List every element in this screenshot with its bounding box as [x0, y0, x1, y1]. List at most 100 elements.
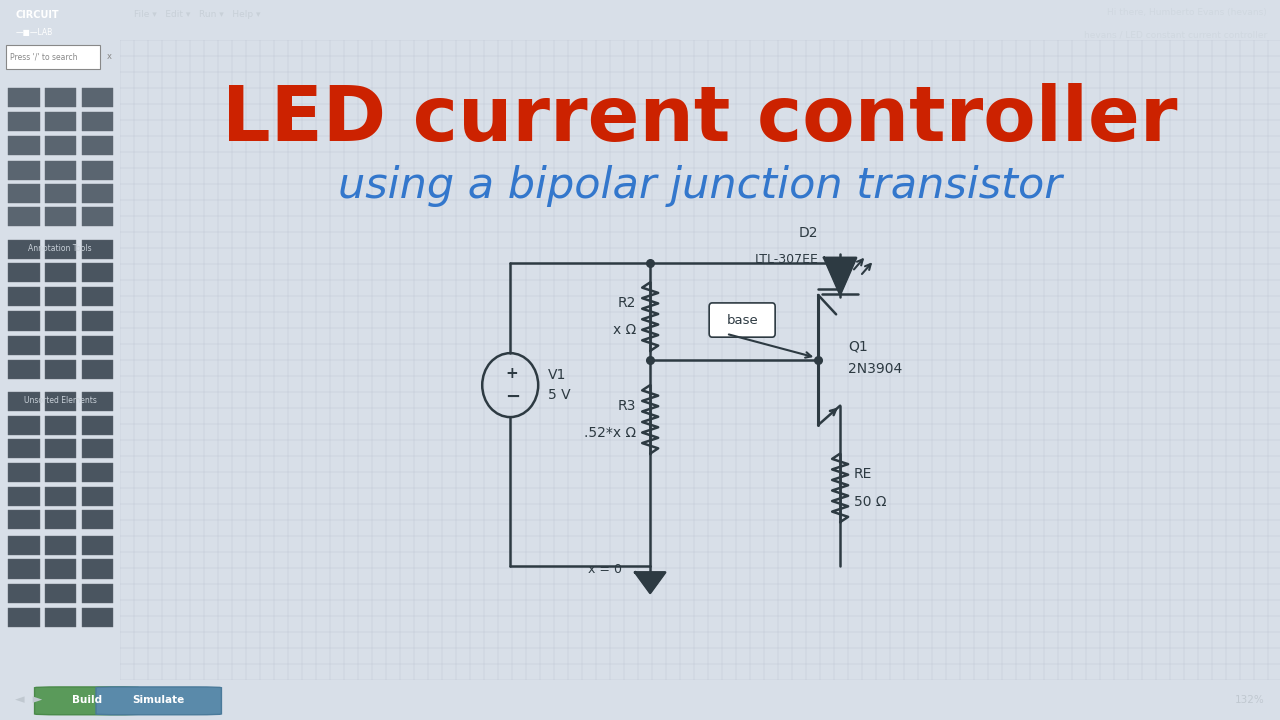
FancyBboxPatch shape [9, 360, 40, 379]
Text: hevans / LED constant current controller: hevans / LED constant current controller [1084, 30, 1267, 39]
FancyBboxPatch shape [45, 207, 77, 226]
FancyBboxPatch shape [82, 312, 113, 330]
FancyBboxPatch shape [709, 303, 776, 337]
FancyBboxPatch shape [45, 439, 77, 459]
FancyBboxPatch shape [82, 112, 113, 131]
FancyBboxPatch shape [82, 608, 113, 627]
Text: +: + [506, 366, 518, 381]
FancyBboxPatch shape [82, 240, 113, 259]
FancyBboxPatch shape [9, 136, 40, 156]
FancyBboxPatch shape [45, 608, 77, 627]
FancyBboxPatch shape [45, 89, 77, 107]
Text: base: base [726, 313, 758, 327]
FancyBboxPatch shape [45, 336, 77, 355]
Text: LTL-307EE: LTL-307EE [754, 253, 818, 266]
FancyBboxPatch shape [82, 536, 113, 555]
FancyBboxPatch shape [9, 263, 40, 282]
Text: Unsorted Elements: Unsorted Elements [24, 397, 96, 405]
FancyBboxPatch shape [45, 510, 77, 529]
FancyBboxPatch shape [82, 584, 113, 603]
FancyBboxPatch shape [82, 207, 113, 226]
FancyBboxPatch shape [9, 207, 40, 226]
FancyBboxPatch shape [9, 161, 40, 180]
Text: D2: D2 [799, 225, 818, 240]
FancyBboxPatch shape [9, 415, 40, 435]
Text: .52*x Ω: .52*x Ω [584, 426, 636, 440]
Text: Build: Build [72, 695, 102, 705]
FancyBboxPatch shape [45, 312, 77, 330]
FancyBboxPatch shape [45, 415, 77, 435]
FancyBboxPatch shape [9, 559, 40, 579]
Text: Annotation Tools: Annotation Tools [28, 243, 92, 253]
Text: 2N3904: 2N3904 [849, 362, 902, 376]
Text: Q1: Q1 [849, 339, 868, 354]
Text: R2: R2 [618, 296, 636, 310]
FancyBboxPatch shape [9, 536, 40, 555]
FancyBboxPatch shape [45, 463, 77, 482]
FancyBboxPatch shape [82, 392, 113, 411]
FancyBboxPatch shape [82, 360, 113, 379]
FancyBboxPatch shape [35, 687, 140, 715]
FancyBboxPatch shape [9, 112, 40, 131]
Text: CIRCUIT: CIRCUIT [15, 10, 59, 20]
Text: x: x [108, 53, 111, 61]
Text: Simulate: Simulate [133, 695, 184, 705]
FancyBboxPatch shape [9, 240, 40, 259]
FancyBboxPatch shape [45, 136, 77, 156]
FancyBboxPatch shape [82, 510, 113, 529]
FancyBboxPatch shape [82, 184, 113, 203]
FancyBboxPatch shape [45, 559, 77, 579]
FancyBboxPatch shape [82, 89, 113, 107]
Text: x Ω: x Ω [613, 323, 636, 337]
FancyBboxPatch shape [45, 112, 77, 131]
Text: 132%: 132% [1235, 695, 1265, 705]
FancyBboxPatch shape [45, 584, 77, 603]
FancyBboxPatch shape [82, 336, 113, 355]
FancyBboxPatch shape [45, 161, 77, 180]
FancyBboxPatch shape [9, 463, 40, 482]
FancyBboxPatch shape [82, 487, 113, 505]
FancyBboxPatch shape [6, 45, 100, 69]
FancyBboxPatch shape [9, 184, 40, 203]
FancyBboxPatch shape [96, 687, 221, 715]
FancyBboxPatch shape [45, 263, 77, 282]
Text: using a bipolar junction transistor: using a bipolar junction transistor [338, 166, 1062, 207]
FancyBboxPatch shape [45, 360, 77, 379]
FancyBboxPatch shape [9, 336, 40, 355]
FancyBboxPatch shape [9, 392, 40, 411]
FancyBboxPatch shape [9, 439, 40, 459]
Text: V1: V1 [548, 368, 567, 382]
FancyBboxPatch shape [9, 89, 40, 107]
Polygon shape [824, 258, 856, 294]
Text: x = 0: x = 0 [589, 563, 622, 576]
FancyBboxPatch shape [45, 536, 77, 555]
Text: R3: R3 [618, 399, 636, 413]
FancyBboxPatch shape [82, 161, 113, 180]
FancyBboxPatch shape [45, 287, 77, 306]
Text: Press '/' to search: Press '/' to search [10, 53, 77, 61]
FancyBboxPatch shape [45, 184, 77, 203]
FancyBboxPatch shape [45, 240, 77, 259]
FancyBboxPatch shape [82, 439, 113, 459]
Text: 5 V: 5 V [548, 388, 571, 402]
FancyBboxPatch shape [9, 608, 40, 627]
Text: File ▾   Edit ▾   Run ▾   Help ▾: File ▾ Edit ▾ Run ▾ Help ▾ [134, 10, 261, 19]
Text: RE: RE [854, 467, 873, 481]
FancyBboxPatch shape [45, 487, 77, 505]
Text: −: − [504, 387, 520, 405]
FancyBboxPatch shape [82, 263, 113, 282]
FancyBboxPatch shape [82, 136, 113, 156]
Text: ◄  ►: ◄ ► [15, 693, 42, 706]
Polygon shape [635, 572, 666, 593]
FancyBboxPatch shape [9, 584, 40, 603]
FancyBboxPatch shape [45, 392, 77, 411]
Text: —■—LAB: —■—LAB [15, 28, 52, 37]
FancyBboxPatch shape [82, 463, 113, 482]
FancyBboxPatch shape [9, 510, 40, 529]
FancyBboxPatch shape [82, 415, 113, 435]
FancyBboxPatch shape [82, 287, 113, 306]
FancyBboxPatch shape [9, 287, 40, 306]
Text: Hi there, Humberto Evans (hevans): Hi there, Humberto Evans (hevans) [1107, 8, 1267, 17]
Text: 50 Ω: 50 Ω [854, 495, 887, 508]
Text: LED current controller: LED current controller [223, 84, 1178, 157]
